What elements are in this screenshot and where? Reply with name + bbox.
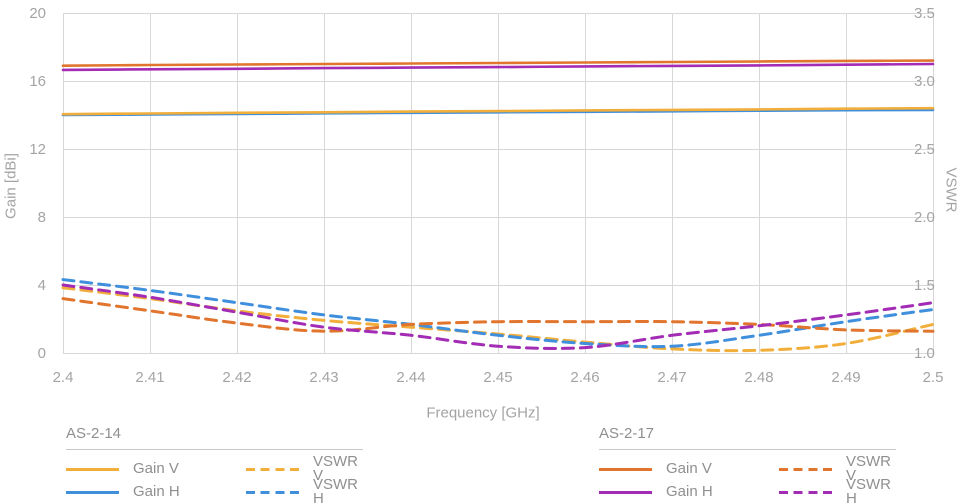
vswr-tick-label: 3.0 <box>914 73 935 90</box>
legend-item-label: VSWR H <box>313 476 358 504</box>
legend-item-label: Gain V <box>666 460 712 477</box>
dashed-line-swatch <box>779 467 832 471</box>
legend-item: VSWR V <box>779 454 896 483</box>
series-line-as-2-17-gain-v <box>61 59 935 67</box>
gain-axis-title: Gain [dBi] <box>2 153 20 219</box>
gain-tick-label: 20 <box>29 5 46 22</box>
legend-item: Gain H <box>66 483 246 500</box>
series-line-as-2-14-vswr-h <box>61 278 935 349</box>
vswr-tick-label: 2.5 <box>914 141 935 158</box>
legend-item-label: VSWR V <box>313 453 358 484</box>
frequency-axis-title: Frequency [GHz] <box>426 404 540 422</box>
legend-items: Gain V VSWR V Gain H VSWR H <box>66 454 363 504</box>
legend-item: Gain V <box>66 460 246 477</box>
legend-item: VSWR H <box>779 477 896 504</box>
legend-item: Gain V <box>599 460 779 477</box>
x-tick-label: 2.49 <box>831 369 860 386</box>
series-line-as-2-17-vswr-h <box>61 283 935 350</box>
gain-axis-ticks: 20 16 12 8 4 0 <box>29 5 46 362</box>
vswr-tick-label: 3.5 <box>914 5 935 22</box>
solid-line-swatch <box>66 467 119 471</box>
vswr-tick-label: 1.0 <box>914 345 935 362</box>
vswr-tick-label: 2.0 <box>914 209 935 226</box>
x-tick-label: 2.42 <box>222 369 251 386</box>
legend-item: VSWR H <box>246 477 363 504</box>
gain-tick-label: 12 <box>29 141 46 158</box>
series-line-as-2-14-gain-v <box>61 106 935 116</box>
solid-line-swatch <box>66 490 119 494</box>
x-tick-label: 2.46 <box>570 369 599 386</box>
gridlines <box>63 13 934 354</box>
dashed-line-swatch <box>246 467 299 471</box>
series-line-as-2-17-gain-h <box>61 62 935 72</box>
series-line-as-2-17-vswr-v <box>61 297 935 333</box>
gain-tick-label: 4 <box>38 277 46 294</box>
x-tick-label: 2.48 <box>744 369 773 386</box>
x-tick-label: 2.41 <box>135 369 164 386</box>
solid-line-swatch <box>599 467 652 471</box>
legend-item-label: Gain H <box>666 483 713 500</box>
x-tick-label: 2.47 <box>657 369 686 386</box>
legend-group-title: AS-2-14 <box>66 425 122 442</box>
legend-divider <box>66 449 363 450</box>
series-lines <box>61 59 935 353</box>
vswr-axis-title: VSWR <box>942 167 960 213</box>
legend-item: Gain H <box>599 483 779 500</box>
vswr-axis-ticks: 3.5 3.0 2.5 2.0 1.5 1.0 <box>914 5 935 362</box>
legend-items: Gain V VSWR V Gain H VSWR H <box>599 454 896 504</box>
legend-group-as-2-17: AS-2-17 Gain V VSWR V Gain H VSWR H <box>599 425 896 504</box>
x-tick-label: 2.5 <box>923 369 944 386</box>
dashed-line-swatch <box>246 490 299 494</box>
legend-item-label: Gain V <box>133 460 179 477</box>
legend-divider <box>599 449 896 450</box>
legend-item-label: Gain H <box>133 483 180 500</box>
x-tick-label: 2.4 <box>53 369 74 386</box>
x-axis-ticks: 2.4 2.41 2.42 2.43 2.44 2.45 2.46 2.47 2.48 2.49 2… <box>53 369 944 386</box>
gain-tick-label: 0 <box>38 345 46 362</box>
vswr-tick-label: 1.5 <box>914 277 935 294</box>
legend-item-label: VSWR H <box>846 476 891 504</box>
solid-line-swatch <box>599 490 652 494</box>
legend-group-as-2-14: AS-2-14 Gain V VSWR V Gain H VSWR H <box>66 425 363 504</box>
x-tick-label: 2.45 <box>483 369 512 386</box>
legend-item-label: VSWR V <box>846 453 891 484</box>
plot-area: 2.4 2.41 2.42 2.43 2.44 2.45 2.46 2.47 2.48 2.49 2… <box>29 5 944 386</box>
x-tick-label: 2.43 <box>309 369 338 386</box>
gain-tick-label: 16 <box>29 73 46 90</box>
x-tick-label: 2.44 <box>396 369 425 386</box>
gain-tick-label: 8 <box>38 209 46 226</box>
legend-item: VSWR V <box>246 454 363 483</box>
legend-group-title: AS-2-17 <box>599 425 655 442</box>
dashed-line-swatch <box>779 490 832 494</box>
